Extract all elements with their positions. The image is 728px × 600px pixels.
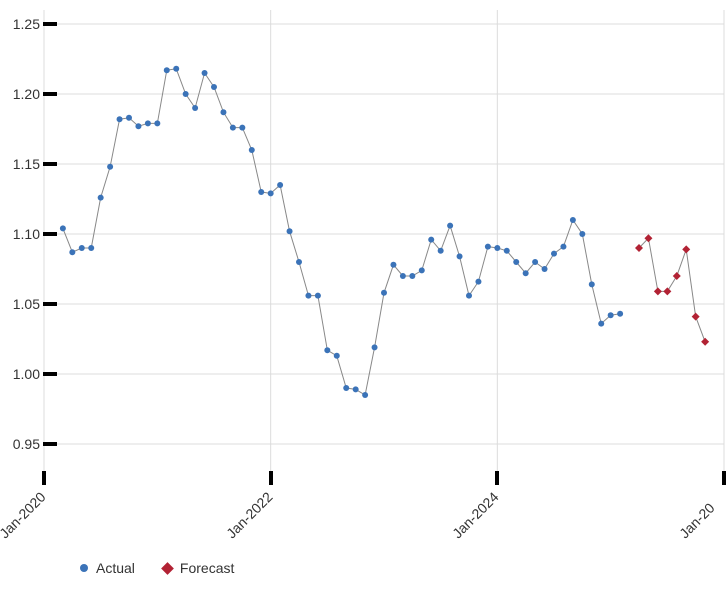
xtick-mark [495,471,499,485]
actual-point [135,123,141,129]
forecast-point [673,272,681,280]
actual-point [438,248,444,254]
actual-point [117,116,123,122]
actual-point [381,290,387,296]
forecast-point [654,287,662,295]
actual-point [466,293,472,299]
actual-point [409,273,415,279]
ytick-mark [43,372,57,376]
actual-point [343,385,349,391]
legend-item-actual: Actual [80,560,135,576]
actual-point [315,293,321,299]
xtick-mark [722,471,726,485]
actual-point [494,245,500,251]
actual-point [88,245,94,251]
legend: Actual Forecast [80,560,234,576]
actual-point [145,120,151,126]
circle-icon [80,564,88,572]
ytick-mark [43,162,57,166]
actual-point [353,386,359,392]
legend-item-forecast: Forecast [163,560,234,576]
actual-point [542,266,548,272]
actual-point [249,147,255,153]
actual-point [447,223,453,229]
ytick-label: 0.95 [0,436,40,452]
xtick-mark [42,471,46,485]
actual-point [485,244,491,250]
actual-point [220,109,226,115]
actual-point [324,347,330,353]
actual-point [428,237,434,243]
xtick-mark [269,471,273,485]
ytick-label: 1.10 [0,226,40,242]
ytick-mark [43,302,57,306]
actual-point [305,293,311,299]
actual-point [579,231,585,237]
legend-label: Forecast [180,560,234,576]
forecast-point [692,313,700,321]
actual-point [258,189,264,195]
actual-point [79,245,85,251]
ytick-label: 1.00 [0,366,40,382]
legend-label: Actual [96,560,135,576]
actual-point [608,312,614,318]
actual-point [60,225,66,231]
ytick-label: 1.25 [0,16,40,32]
actual-point [457,253,463,259]
ytick-label: 1.05 [0,296,40,312]
actual-point [69,249,75,255]
actual-point [475,279,481,285]
actual-point [400,273,406,279]
actual-point [239,125,245,131]
actual-point [390,262,396,268]
actual-point [598,321,604,327]
actual-point [230,125,236,131]
actual-point [277,182,283,188]
actual-point [372,344,378,350]
actual-point [202,70,208,76]
ytick-label: 1.15 [0,156,40,172]
actual-point [570,217,576,223]
actual-point [107,164,113,170]
forecast-point [682,245,690,253]
actual-point [98,195,104,201]
actual-point [532,259,538,265]
ytick-label: 1.20 [0,86,40,102]
actual-point [192,105,198,111]
ytick-mark [43,232,57,236]
actual-point [296,259,302,265]
plot-area [0,0,728,600]
ytick-mark [43,92,57,96]
actual-point [513,259,519,265]
actual-point [523,270,529,276]
actual-point [551,251,557,257]
actual-point [211,84,217,90]
actual-point [164,67,170,73]
actual-point [419,267,425,273]
forecast-point [701,338,709,346]
actual-point [362,392,368,398]
actual-point [287,228,293,234]
ytick-mark [43,22,57,26]
diamond-icon [161,562,174,575]
actual-point [504,248,510,254]
actual-point [617,311,623,317]
actual-point [268,190,274,196]
actual-point [173,66,179,72]
actual-point [560,244,566,250]
forecast-point [663,287,671,295]
actual-point [183,91,189,97]
actual-point [154,120,160,126]
actual-point [589,281,595,287]
actual-point [334,353,340,359]
ytick-mark [43,442,57,446]
time-series-chart: 0.951.001.051.101.151.201.25Jan-2020Jan-… [0,0,728,600]
actual-point [126,115,132,121]
